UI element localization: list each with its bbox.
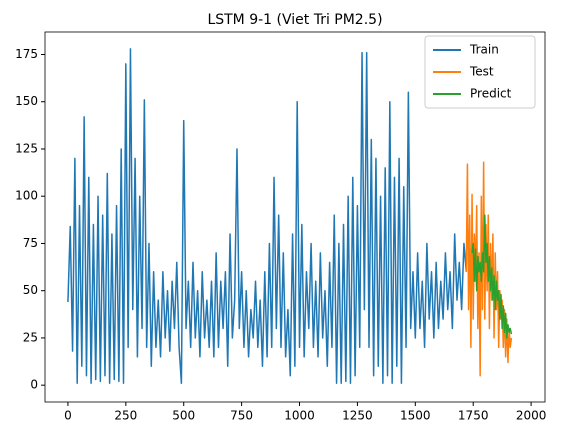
- legend-label: Train: [469, 43, 499, 57]
- y-tick-label: 125: [15, 141, 38, 155]
- plot-frame: [44, 31, 546, 403]
- y-tick-label: 150: [15, 94, 38, 108]
- series-line: [471, 214, 513, 339]
- x-tick-label: 1250: [342, 409, 373, 423]
- x-tick-label: 0: [64, 409, 72, 423]
- series-line: [67, 48, 468, 385]
- y-tick-label: 100: [15, 189, 38, 203]
- y-tick-label: 50: [23, 283, 38, 297]
- x-tick-label: 250: [114, 409, 137, 423]
- y-tick-label: 75: [23, 236, 38, 250]
- y-tick-label: 25: [23, 330, 38, 344]
- legend-label: Predict: [470, 87, 512, 101]
- x-tick-label: 1750: [458, 409, 489, 423]
- x-tick-label: 500: [172, 409, 195, 423]
- x-tick-label: 750: [230, 409, 253, 423]
- y-tick-label: 0: [30, 378, 38, 392]
- legend-box: [424, 35, 536, 109]
- x-tick-label: 1500: [400, 409, 431, 423]
- x-tick-label: 1000: [284, 409, 315, 423]
- y-tick-label: 175: [15, 47, 38, 61]
- x-tick-label: 2000: [516, 409, 547, 423]
- chart-title: LSTM 9-1 (Viet Tri PM2.5): [207, 12, 382, 28]
- legend-label: Test: [469, 65, 494, 79]
